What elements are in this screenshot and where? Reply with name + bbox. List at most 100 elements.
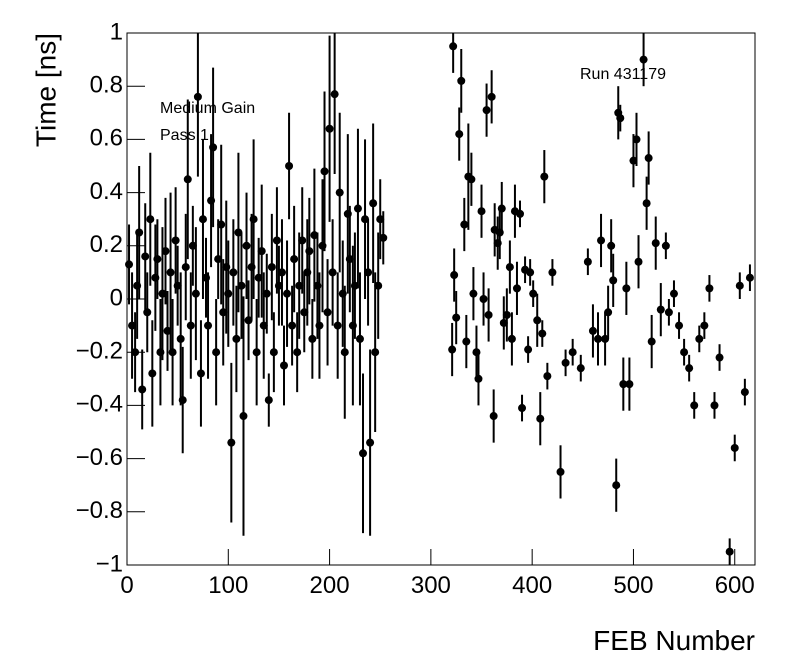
data-point bbox=[507, 334, 516, 343]
data-point bbox=[298, 236, 307, 245]
data-point bbox=[269, 348, 278, 357]
data-point bbox=[239, 412, 248, 421]
data-point bbox=[730, 443, 739, 452]
data-point bbox=[224, 289, 233, 298]
data-point bbox=[664, 308, 673, 317]
data-point bbox=[272, 236, 281, 245]
data-point bbox=[656, 305, 665, 314]
data-point bbox=[607, 241, 616, 250]
data-point bbox=[285, 162, 294, 170]
data-point bbox=[642, 199, 651, 208]
data-point bbox=[323, 308, 332, 317]
data-point bbox=[449, 42, 458, 51]
data-point bbox=[229, 268, 238, 277]
data-point bbox=[259, 321, 268, 330]
data-point bbox=[489, 412, 498, 421]
data-point bbox=[540, 172, 549, 181]
data-point bbox=[538, 329, 547, 338]
data-point bbox=[460, 220, 469, 229]
data-point bbox=[594, 334, 602, 343]
data-point bbox=[632, 135, 641, 144]
data-point bbox=[561, 358, 570, 367]
data-point bbox=[242, 241, 251, 250]
y-tick-label: −0.4 bbox=[76, 391, 123, 418]
data-point bbox=[364, 268, 373, 277]
data-point bbox=[128, 321, 137, 330]
data-point bbox=[639, 55, 648, 64]
data-point bbox=[171, 236, 180, 245]
data-point bbox=[583, 257, 592, 266]
data-point bbox=[340, 348, 349, 357]
data-point bbox=[597, 236, 606, 245]
data-point bbox=[529, 289, 538, 298]
data-point bbox=[163, 326, 172, 335]
x-tick-label: 200 bbox=[310, 572, 350, 599]
data-point bbox=[293, 348, 302, 357]
data-point bbox=[536, 414, 545, 423]
data-point bbox=[196, 369, 205, 378]
data-point bbox=[543, 372, 552, 381]
data-point bbox=[745, 273, 754, 282]
data-point bbox=[158, 289, 167, 298]
data-point bbox=[350, 281, 359, 290]
data-point bbox=[153, 255, 162, 264]
data-point bbox=[353, 204, 362, 213]
data-point bbox=[290, 255, 299, 264]
data-point bbox=[601, 334, 610, 343]
data-point bbox=[548, 268, 557, 277]
data-point bbox=[257, 247, 266, 256]
data-point bbox=[283, 289, 292, 298]
data-point bbox=[644, 154, 653, 163]
data-point bbox=[497, 204, 506, 213]
x-tick-label: 300 bbox=[411, 572, 451, 599]
data-point bbox=[467, 175, 476, 184]
data-point bbox=[556, 467, 565, 476]
data-point bbox=[462, 337, 471, 346]
data-point bbox=[450, 271, 459, 280]
data-point bbox=[366, 438, 375, 447]
data-point bbox=[455, 130, 464, 139]
data-point bbox=[135, 228, 144, 237]
data-point bbox=[725, 547, 734, 556]
data-point bbox=[274, 281, 283, 290]
annotation: Medium Gain bbox=[160, 100, 255, 117]
data-point bbox=[335, 188, 344, 197]
data-point bbox=[234, 228, 243, 237]
data-point bbox=[374, 281, 383, 290]
data-point bbox=[252, 348, 261, 357]
data-point bbox=[502, 310, 511, 319]
y-tick-label: 0.4 bbox=[90, 178, 123, 205]
data-point bbox=[288, 321, 297, 330]
data-point bbox=[148, 369, 157, 378]
data-point bbox=[181, 263, 190, 272]
data-point bbox=[166, 268, 175, 277]
data-point bbox=[320, 167, 329, 176]
y-tick-label: 0 bbox=[110, 284, 123, 311]
data-point bbox=[232, 334, 241, 343]
data-point bbox=[262, 289, 271, 298]
data-point bbox=[705, 284, 714, 293]
y-tick-label: −0.2 bbox=[76, 338, 123, 365]
data-point bbox=[612, 481, 621, 490]
x-tick-label: 0 bbox=[120, 572, 133, 599]
data-point bbox=[161, 247, 170, 256]
data-point bbox=[479, 295, 488, 303]
data-point bbox=[277, 268, 286, 277]
data-point bbox=[244, 316, 253, 325]
data-point bbox=[379, 233, 388, 242]
data-point bbox=[457, 76, 466, 85]
data-point bbox=[609, 276, 618, 285]
data-point bbox=[361, 215, 370, 224]
data-point bbox=[680, 348, 689, 357]
data-point bbox=[146, 215, 155, 224]
data-point bbox=[477, 207, 486, 216]
data-point bbox=[143, 308, 152, 317]
data-point bbox=[487, 92, 496, 101]
data-point bbox=[183, 175, 192, 184]
data-point bbox=[217, 220, 226, 229]
data-point bbox=[518, 404, 527, 413]
annotation: Pass 1 bbox=[160, 127, 209, 144]
data-point bbox=[512, 284, 521, 293]
data-point bbox=[661, 241, 670, 250]
data-point bbox=[651, 239, 660, 248]
